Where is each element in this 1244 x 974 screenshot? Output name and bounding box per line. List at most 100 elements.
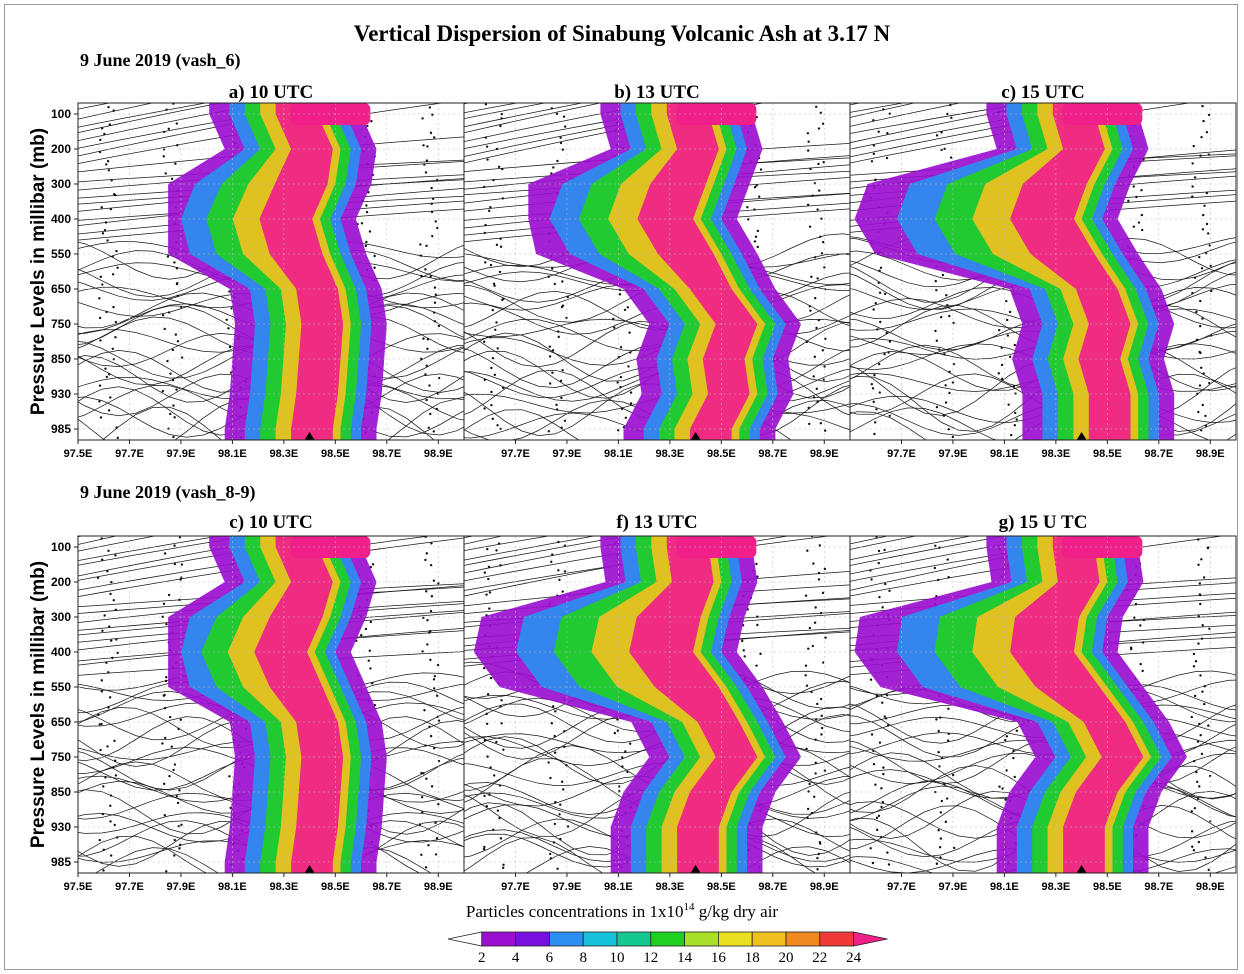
streamline-arrow <box>755 184 758 187</box>
streamline-arrow <box>946 739 950 742</box>
streamline-arrow <box>814 761 817 765</box>
streamline-arrow <box>175 122 179 125</box>
streamline-arrow <box>164 172 167 175</box>
streamline-arrow <box>881 701 884 704</box>
y-tick-label: 985 <box>51 855 71 869</box>
streamline-arrow <box>1198 255 1201 259</box>
x-tick-label: 98.7E <box>758 881 787 893</box>
ash-plume-band <box>259 103 344 440</box>
y-tick-label: 930 <box>51 820 71 834</box>
streamline <box>78 103 208 128</box>
streamline-arrow <box>498 270 502 274</box>
colorbar-tick-label: 2 <box>478 950 486 966</box>
streamline-arrow <box>819 421 823 425</box>
streamline-arrow <box>547 761 550 764</box>
streamline-arrow <box>432 136 436 139</box>
streamline <box>850 536 973 561</box>
x-tick-label: 98.3E <box>1041 448 1070 460</box>
streamline-arrow <box>550 722 554 725</box>
streamline-arrow <box>938 348 941 351</box>
streamline-arrow <box>879 320 882 324</box>
vent-marker <box>304 865 315 873</box>
streamline-arrow <box>619 375 623 379</box>
y-tick-label: 750 <box>51 750 71 764</box>
streamline-arrow <box>807 140 810 143</box>
streamline-arrow <box>879 266 883 270</box>
streamline-arrow <box>883 292 887 296</box>
streamline-arrow <box>367 659 370 662</box>
streamline-arrow <box>947 707 950 711</box>
streamline-arrow <box>360 633 363 637</box>
streamline-arrow <box>875 694 879 698</box>
streamline <box>464 103 547 119</box>
streamline-arrow <box>1192 665 1196 668</box>
streamline <box>525 846 850 873</box>
streamline-arrow <box>1190 830 1194 833</box>
streamline-arrow <box>1210 289 1213 293</box>
streamline-arrow <box>812 562 815 565</box>
streamline-arrow <box>943 353 946 356</box>
streamline-arrow <box>162 155 165 158</box>
streamline-arrow <box>429 131 433 135</box>
streamline-arrow <box>821 122 825 125</box>
streamline-arrow <box>945 294 948 297</box>
streamline-arrow <box>496 809 500 812</box>
streamline-arrow <box>162 694 165 697</box>
streamline-arrow <box>806 549 809 552</box>
y-tick-label: 100 <box>51 540 71 554</box>
streamline-arrow <box>1201 690 1204 693</box>
x-tick-label: 97.9E <box>167 881 196 893</box>
streamline-arrow <box>743 655 746 658</box>
streamline-arrow <box>1191 291 1194 295</box>
streamline-arrow <box>1009 355 1012 359</box>
streamline-arrow <box>172 404 175 407</box>
streamline-arrow <box>164 679 168 683</box>
streamline-arrow <box>1140 213 1144 217</box>
ash-plume-band <box>629 536 758 873</box>
streamline-arrow <box>109 207 113 211</box>
streamline-arrow <box>500 722 503 725</box>
streamline-arrow <box>116 651 119 655</box>
x-tick-label: 98.5E <box>1093 881 1122 893</box>
streamline-arrow <box>502 863 505 867</box>
streamline-arrow <box>816 868 819 871</box>
streamline-arrow <box>1201 228 1205 231</box>
streamline-arrow <box>756 229 760 233</box>
streamline-arrow <box>888 340 892 343</box>
streamline-arrow <box>939 811 943 814</box>
streamline-arrow <box>425 364 428 367</box>
vent-marker <box>690 432 701 440</box>
streamline-arrow <box>804 594 808 597</box>
x-tick-label: 98.3E <box>269 881 298 893</box>
x-tick-label: 98.5E <box>1093 448 1122 460</box>
streamline-arrow <box>114 554 117 557</box>
streamline-arrow <box>422 772 425 775</box>
streamline-arrow <box>166 255 170 258</box>
streamline-arrow <box>559 837 562 841</box>
colorbar-segment <box>785 931 821 947</box>
streamline-arrow <box>486 158 489 161</box>
streamline-arrow <box>882 772 885 776</box>
x-tick-label: 97.9E <box>939 448 968 460</box>
streamline-arrow <box>422 144 425 147</box>
streamline-arrow <box>492 178 495 182</box>
streamline-arrow <box>176 801 180 805</box>
streamline <box>850 536 918 550</box>
streamline-arrow <box>98 838 101 842</box>
streamline-arrow <box>875 408 878 411</box>
streamline-arrow <box>1207 868 1210 872</box>
streamline-arrow <box>616 718 619 721</box>
streamline-arrow <box>552 705 555 708</box>
streamline-arrow <box>873 373 876 377</box>
streamline-arrow <box>550 560 553 564</box>
upper-ash-layer <box>290 536 371 558</box>
streamline-arrow <box>822 160 825 164</box>
streamline-arrow <box>551 371 554 374</box>
streamline-arrow <box>166 359 169 363</box>
streamline-arrow <box>824 337 827 341</box>
streamline-arrow <box>163 552 167 555</box>
streamline-arrow <box>1013 775 1016 779</box>
streamline-arrow <box>629 391 633 394</box>
y-tick-label: 650 <box>51 282 71 296</box>
streamline-arrow <box>557 569 560 572</box>
